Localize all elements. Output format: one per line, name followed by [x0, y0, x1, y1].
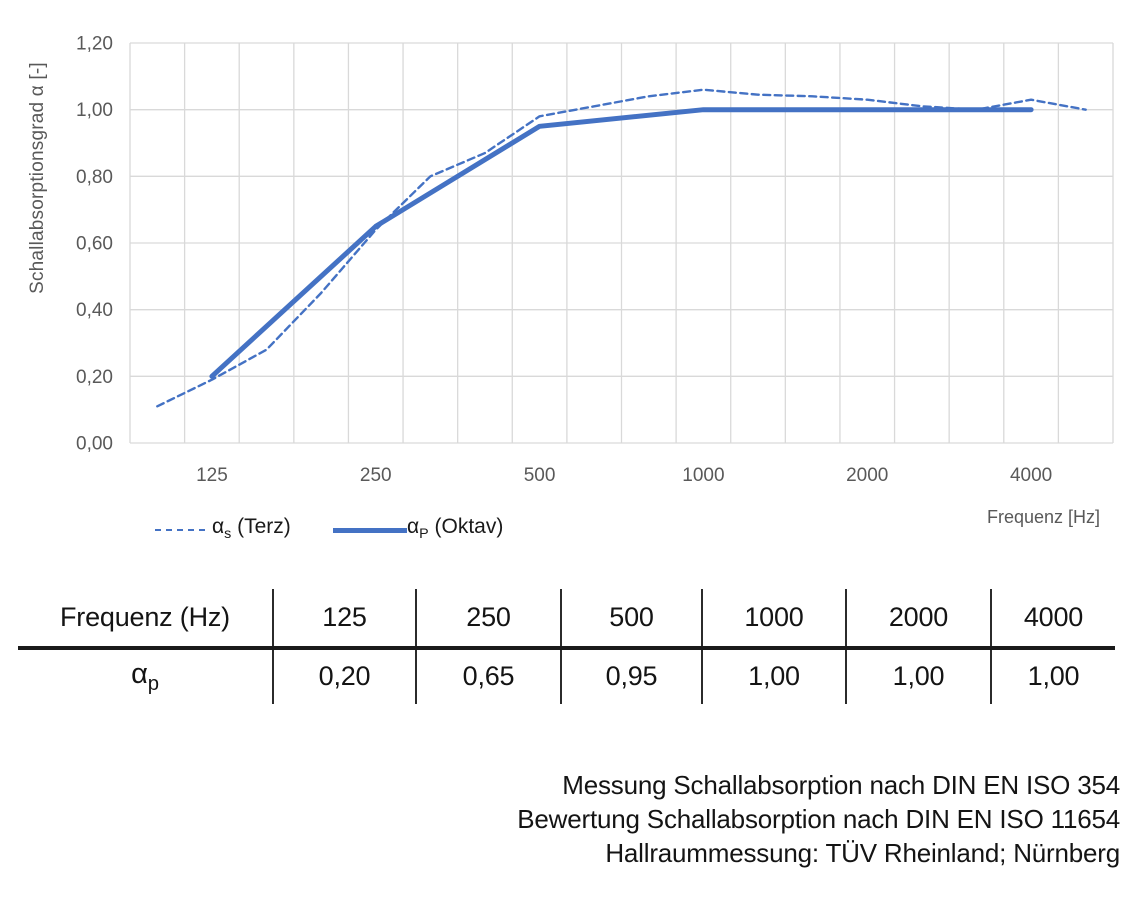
table-header-4000: 4000	[990, 589, 1115, 646]
table-value-1000: 1,00	[701, 649, 845, 704]
y-tick-label: 0,80	[76, 167, 113, 188]
table-header-250: 250	[415, 589, 560, 646]
table-header-1000: 1000	[701, 589, 845, 646]
legend-oktav-subscript: P	[419, 526, 429, 543]
table-header-row: Frequenz (Hz) 125 250 500 1000 2000 4000	[18, 589, 1115, 646]
table-header-frequency: Frequenz (Hz)	[60, 602, 230, 632]
legend-terz-symbol: α	[212, 515, 225, 538]
footnote-line-3: Hallraummessung: TÜV Rheinland; Nürnberg	[605, 838, 1120, 868]
y-tick-label: 1,20	[76, 34, 113, 55]
legend-oktav-symbol: α	[407, 515, 420, 538]
table-value-row: αp 0,20 0,65 0,95 1,00 1,00 1,00	[18, 649, 1115, 704]
legend-oktav-text: (Oktav)	[428, 515, 504, 538]
alpha-p-table: Frequenz (Hz) 125 250 500 1000 2000 4000…	[18, 589, 1115, 704]
y-tick-label: 0,00	[76, 434, 113, 455]
table-header-125: 125	[272, 589, 415, 646]
alpha-subscript: p	[147, 672, 159, 695]
table-value-500: 0,95	[560, 649, 701, 704]
table-divider-rule	[18, 646, 1115, 650]
legend-label-oktav: αP (Oktav)	[407, 515, 503, 542]
legend-terz-subscript: s	[224, 526, 232, 543]
x-tick-label: 2000	[846, 465, 888, 486]
x-tick-label: 500	[524, 465, 556, 486]
y-tick-label: 1,00	[76, 100, 113, 121]
x-tick-label: 250	[360, 465, 392, 486]
x-axis-title: Frequenz [Hz]	[986, 507, 1100, 527]
oktav-series-line	[209, 107, 1034, 379]
legend-label-terz: αs (Terz)	[212, 515, 291, 542]
y-tick-label: 0,20	[76, 367, 113, 388]
table-header-500: 500	[560, 589, 701, 646]
table-row-label: αp	[18, 650, 272, 704]
table-value-4000: 1,00	[990, 649, 1115, 704]
measurement-footnote: Messung Schallabsorption nach DIN EN ISO…	[517, 768, 1120, 870]
footnote-line-1: Messung Schallabsorption nach DIN EN ISO…	[562, 770, 1120, 800]
alpha-symbol: α	[131, 657, 148, 690]
terz-series-line	[156, 88, 1087, 408]
x-tick-label: 4000	[1010, 465, 1052, 486]
table-value-250: 0,65	[415, 649, 560, 704]
legend-terz-text: (Terz)	[231, 515, 291, 538]
x-tick-label: 1000	[682, 465, 724, 486]
table-value-125: 0,20	[272, 649, 415, 704]
y-tick-label: 0,60	[76, 234, 113, 255]
absorption-line-chart: 0,00 0,20 0,40 0,60 0,80 1,00 1,20 125 250 500 100…	[76, 34, 1114, 486]
y-tick-label: 0,40	[76, 300, 113, 321]
table-value-2000: 1,00	[845, 649, 990, 704]
terz-dashed-line-sample	[155, 529, 205, 531]
table-header-2000: 2000	[845, 589, 990, 646]
footnote-line-2: Bewertung Schallabsorption nach DIN EN I…	[517, 804, 1120, 834]
oktav-solid-line-sample	[333, 528, 407, 533]
y-axis-title: Schallabsorptionsgrad α [-]	[27, 62, 48, 294]
x-tick-label: 125	[196, 465, 228, 486]
alpha-p-label: αp	[131, 658, 159, 696]
